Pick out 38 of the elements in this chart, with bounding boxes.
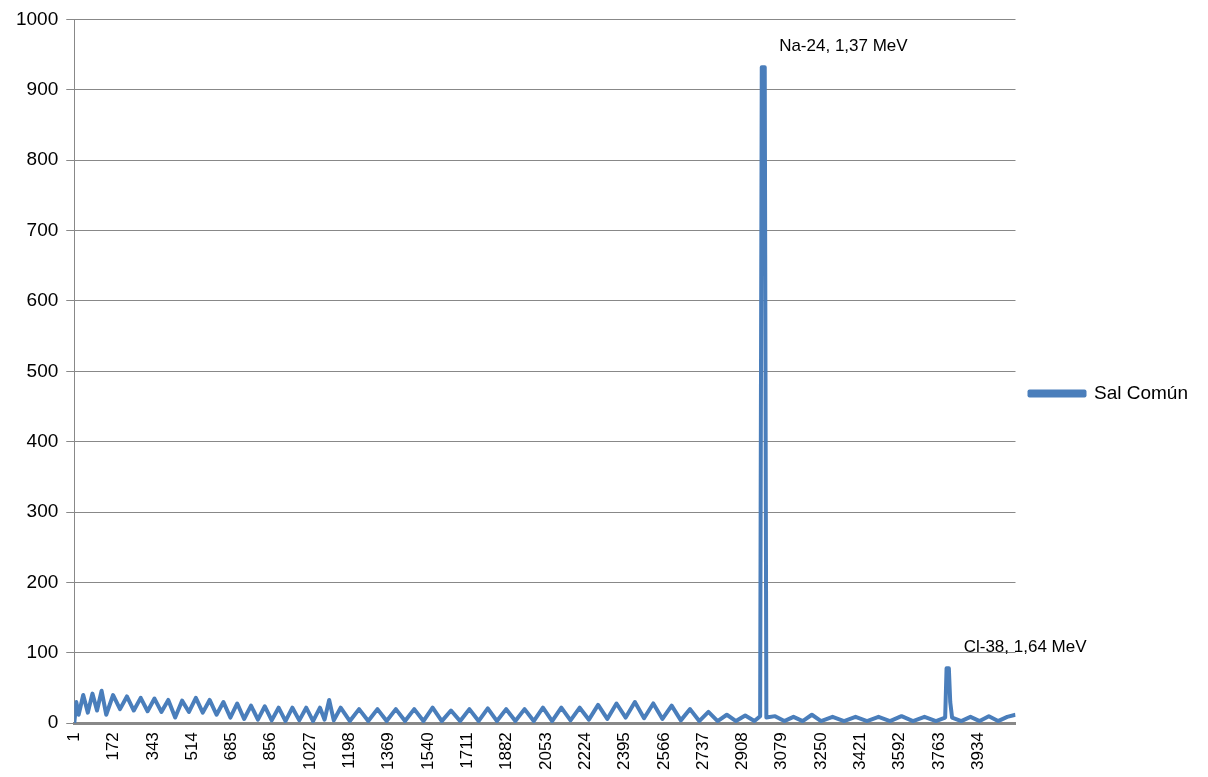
x-tick-label: 3763 xyxy=(928,732,948,771)
x-tick-label: 1882 xyxy=(496,732,516,771)
y-tick-label: 1000 xyxy=(15,7,59,29)
x-tick-label: 3079 xyxy=(771,732,791,771)
y-tick-label: 0 xyxy=(47,711,59,733)
y-tick-label: 300 xyxy=(26,500,59,522)
y-tick-label: 800 xyxy=(26,148,59,170)
y-tick-label: 700 xyxy=(26,218,59,240)
x-tick-label: 172 xyxy=(103,732,123,761)
legend-label: Sal Común xyxy=(1094,381,1189,403)
x-tick-label: 3250 xyxy=(810,732,830,771)
annotation: Cl-38, 1,64 MeV xyxy=(963,637,1088,657)
x-tick-label: 514 xyxy=(181,732,201,761)
x-tick-label: 2908 xyxy=(732,732,752,771)
annotation: Na-24, 1,37 MeV xyxy=(779,36,909,56)
y-tick-label: 500 xyxy=(26,359,59,381)
x-tick-label: 2395 xyxy=(614,732,634,771)
y-tick-label: 200 xyxy=(26,570,59,592)
x-tick-label: 1027 xyxy=(299,732,319,771)
y-tick-label: 400 xyxy=(26,429,59,451)
x-tick-label: 1369 xyxy=(378,732,398,771)
x-tick-label: 685 xyxy=(221,732,241,761)
x-tick-label: 2224 xyxy=(574,732,594,771)
x-tick-label: 3592 xyxy=(889,732,909,771)
x-tick-label: 856 xyxy=(260,732,280,761)
x-tick-label: 3934 xyxy=(967,732,987,771)
y-tick-label: 600 xyxy=(26,289,59,311)
y-tick-label: 100 xyxy=(26,641,59,663)
x-tick-label: 1540 xyxy=(417,732,437,771)
y-tick-label: 900 xyxy=(26,78,59,100)
x-tick-label: 1198 xyxy=(339,732,359,769)
x-tick-label: 1711 xyxy=(457,732,476,769)
x-tick-label: 343 xyxy=(142,732,162,761)
x-tick-label: 1 xyxy=(63,732,83,742)
x-tick-label: 2737 xyxy=(692,732,712,771)
x-tick-label: 2053 xyxy=(535,732,555,771)
x-tick-label: 2566 xyxy=(653,732,673,771)
x-tick-label: 3421 xyxy=(850,732,870,771)
